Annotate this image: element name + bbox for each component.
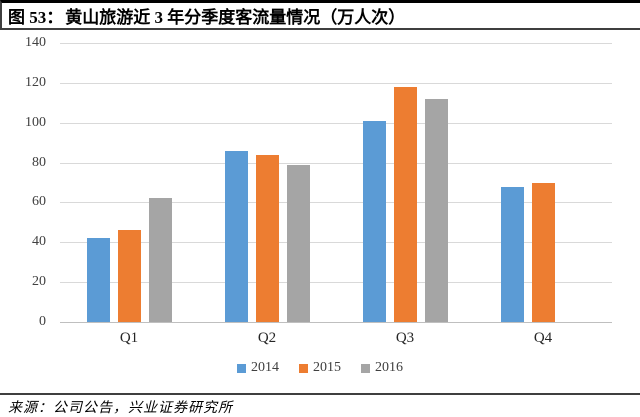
legend-label-2014: 2014	[251, 360, 279, 375]
legend-item-2015: 2015	[299, 360, 341, 376]
figure-number: 图 53：	[8, 8, 64, 27]
x-axis-label-Q3: Q3	[395, 330, 415, 346]
y-tick-label: 0	[39, 314, 46, 329]
x-axis-line	[60, 322, 612, 323]
figure-title-bar: 图 53： 黄山旅游近 3 年分季度客流量情况（万人次）	[0, 0, 640, 30]
legend-swatch-2014	[237, 363, 246, 373]
legend-label-2015: 2015	[313, 360, 341, 375]
x-axis-label-Q2: Q2	[257, 330, 277, 346]
gridline	[60, 202, 612, 204]
source-note: 来源：公司公告，兴业证券研究所	[8, 401, 233, 416]
bar-2014-Q3	[362, 120, 386, 322]
bar-2016-Q1	[148, 198, 172, 322]
gridline	[60, 122, 612, 124]
legend-item-2016: 2016	[361, 360, 403, 376]
x-axis-label-Q1: Q1	[119, 330, 139, 346]
x-axis-label-Q4: Q4	[533, 330, 553, 346]
y-tick-label: 100	[25, 114, 46, 130]
y-tick-label: 40	[32, 234, 46, 250]
gridline	[60, 43, 612, 44]
gridline	[60, 162, 612, 164]
y-tick-label: 60	[32, 194, 46, 210]
gridline	[60, 242, 612, 244]
y-tick-label: 20	[32, 274, 46, 290]
bar-2015-Q2	[255, 154, 279, 322]
bar-2016-Q2	[286, 164, 310, 322]
legend-label-2016: 2016	[375, 360, 403, 375]
legend-item-2014: 2014	[237, 360, 279, 376]
legend-swatch-2016	[361, 363, 370, 373]
y-tick-label: 140	[25, 35, 46, 50]
gridline	[60, 82, 612, 84]
bar-2016-Q3	[424, 98, 448, 322]
bar-2015-Q1	[117, 230, 141, 322]
y-tick-label: 80	[32, 154, 46, 170]
y-tick-label: 120	[25, 74, 46, 90]
figure-title: 黄山旅游近 3 年分季度客流量情况（万人次）	[65, 8, 406, 27]
bar-2014-Q2	[224, 150, 248, 322]
bar-2015-Q4	[531, 182, 555, 322]
chart-legend: 2014 2015 2016	[0, 359, 640, 377]
bar-2015-Q3	[393, 86, 417, 322]
footer-divider	[0, 393, 640, 395]
bar-2014-Q4	[500, 186, 524, 322]
bar-2014-Q1	[86, 238, 110, 322]
legend-swatch-2015	[299, 363, 308, 373]
gridline	[60, 282, 612, 284]
